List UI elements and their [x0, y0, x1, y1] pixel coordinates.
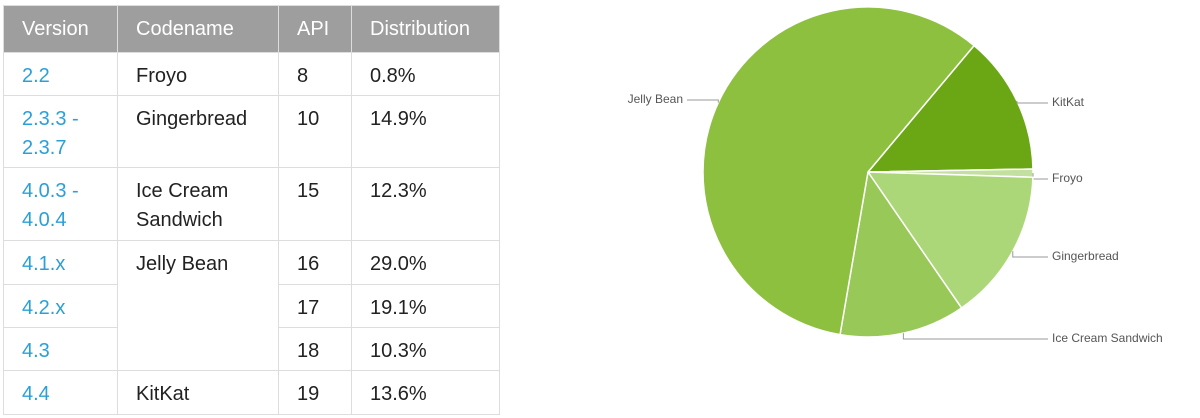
version-cell: 4.0.3 - 4.0.4 — [3, 167, 118, 241]
codename-text: Jelly Bean — [136, 253, 229, 275]
table-row: 2.2 Froyo 8 0.8% — [3, 52, 500, 96]
leader-line — [687, 99, 719, 103]
distribution-cell: 12.3% — [351, 167, 500, 241]
codename-text: Sandwich — [136, 209, 223, 231]
header-cell: Version — [3, 5, 118, 53]
version-cell: 2.3.3 - 2.3.7 — [3, 95, 118, 168]
version-text: 2.2 — [22, 65, 50, 87]
codename-cell: KitKat — [117, 370, 279, 415]
codename-cell: Jelly Bean — [117, 240, 279, 371]
table-row: 4.4 KitKat 19 13.6% — [3, 370, 500, 415]
slice-label: KitKat — [1052, 95, 1085, 109]
version-text: 2.3.7 — [22, 137, 67, 159]
version-text: 4.1.x — [22, 253, 66, 275]
version-cell: 4.2.x — [3, 284, 118, 328]
api-cell: 18 — [278, 327, 352, 371]
slice-label: Froyo — [1052, 171, 1083, 185]
slice-label: Gingerbread — [1052, 249, 1119, 263]
distribution-cell: 0.8% — [351, 52, 500, 96]
codename-cell: Ice Cream Sandwich — [117, 167, 279, 241]
leader-line — [902, 333, 1048, 340]
table-row: 2.3.3 - 2.3.7 Gingerbread 10 14.9% — [3, 95, 500, 168]
pie-slice — [866, 171, 1034, 309]
api-cell: 16 — [278, 240, 352, 285]
version-text: 4.2.x — [22, 297, 66, 319]
api-cell: 19 — [278, 370, 352, 415]
version-cell: 4.4 — [3, 370, 118, 415]
table-row: 4.3 18 10.3% — [3, 327, 500, 371]
codename-text: KitKat — [136, 383, 190, 405]
table-row: 4.0.3 -4.0.4 Ice Cream Sandwich 15 12.3% — [3, 167, 500, 241]
header-cell: Distribution — [351, 5, 500, 53]
slice-label: Jelly Bean — [628, 92, 683, 106]
version-text: 4.0.3 - — [22, 180, 79, 202]
codename-text: Gingerbread — [136, 108, 248, 130]
codename-text: Froyo — [136, 65, 188, 87]
distribution-cell: 13.6% — [351, 370, 500, 415]
version-text: 2.3.3 - — [22, 108, 79, 130]
version-text: 4.3 — [22, 340, 50, 362]
distribution-cell: 29.0% — [351, 240, 500, 285]
leader-line — [1032, 173, 1048, 180]
table-row: 4.1.x Jelly Bean 16 29.0% — [3, 240, 500, 371]
codename-text: Ice Cream — [136, 180, 229, 202]
version-cell: 4.1.x — [3, 240, 118, 285]
codename-cell: Gingerbread — [117, 95, 279, 168]
version-cell: 2.2 — [3, 52, 118, 96]
api-cell: 8 — [278, 52, 352, 96]
codename-cell: Froyo — [117, 52, 279, 96]
version-text: 4.4 — [22, 383, 50, 405]
version-text: 4.0.4 — [22, 209, 67, 231]
version-table: Version Codename API Distribution 2.2 Fro… — [3, 5, 500, 415]
leader-line — [1012, 251, 1048, 258]
leader-line — [1016, 100, 1048, 104]
slice-label: Ice Cream Sandwich — [1052, 331, 1163, 345]
api-cell: 10 — [278, 95, 352, 168]
distribution-cell: 10.3% — [351, 327, 500, 371]
pie-slice — [702, 6, 976, 336]
distribution-cell: 14.9% — [351, 95, 500, 168]
